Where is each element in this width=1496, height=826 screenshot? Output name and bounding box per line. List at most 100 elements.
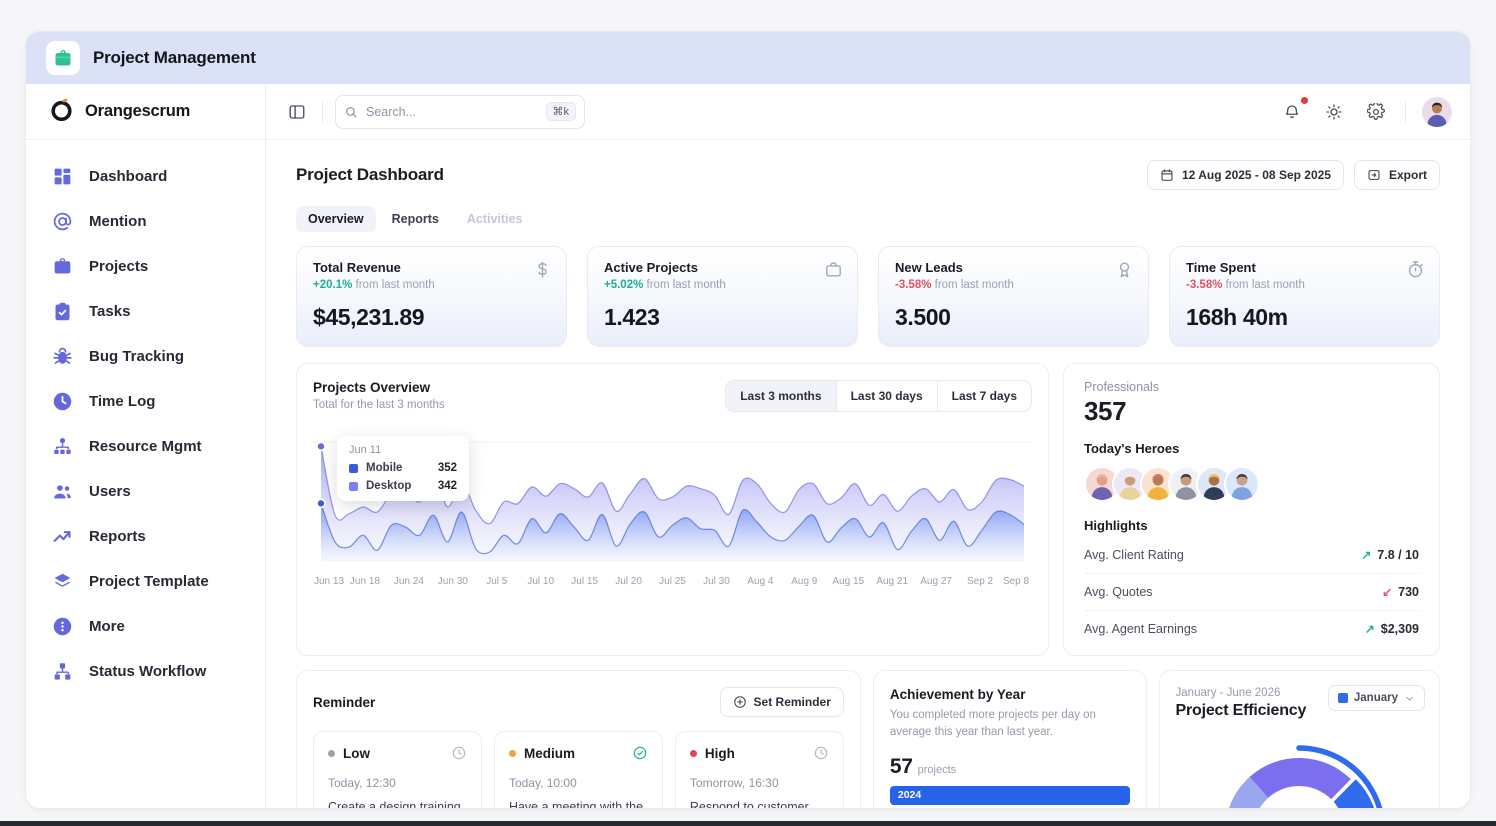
sidebar-item-more[interactable]: More	[26, 604, 265, 649]
workflow-icon	[52, 661, 73, 682]
professionals-card: Professionals 357 Today's Heroes Highlig…	[1063, 363, 1440, 656]
tooltip-series-name: Mobile	[366, 462, 402, 474]
sidebar-item-label: Mention	[89, 213, 147, 230]
timer-icon	[1406, 260, 1425, 279]
set-reminder-button[interactable]: Set Reminder	[720, 687, 844, 717]
x-axis-tick: Jun 18	[350, 576, 380, 587]
search-input[interactable]: Search... ⌘k	[335, 95, 585, 129]
sidebar-item-time-log[interactable]: Time Log	[26, 379, 265, 424]
highlight-row-quotes: Avg. Quotes ↙730	[1084, 574, 1419, 611]
export-button[interactable]: Export	[1354, 160, 1440, 190]
theme-toggle-button[interactable]	[1321, 99, 1347, 125]
tab-reports[interactable]: Reports	[380, 206, 451, 232]
stat-value: 168h 40m	[1186, 304, 1423, 331]
sidebar-item-projects[interactable]: Projects	[26, 244, 265, 289]
sidebar-item-users[interactable]: Users	[26, 469, 265, 514]
sidebar-item-status-workflow[interactable]: Status Workflow	[26, 649, 265, 694]
highlight-label: Avg. Client Rating	[1084, 548, 1184, 562]
bug-icon	[52, 346, 73, 367]
stat-cards: Total Revenue +20.1% from last month $45…	[296, 246, 1440, 347]
highlight-value: 7.8 / 10	[1377, 548, 1419, 562]
year-bar-label: 2024	[898, 789, 921, 801]
x-axis-tick: Aug 15	[832, 576, 864, 587]
screen-bottom-edge	[0, 821, 1496, 826]
sidebar-item-label: Projects	[89, 258, 148, 275]
stat-title: New Leads	[895, 260, 1132, 275]
highlight-label: Avg. Agent Earnings	[1084, 622, 1197, 636]
reminder-title: Reminder	[313, 695, 375, 710]
sidebar-item-reports[interactable]: Reports	[26, 514, 265, 559]
dashboard-icon	[52, 166, 73, 187]
check-circle-icon	[632, 745, 648, 761]
priority-label: Medium	[524, 746, 575, 761]
x-axis-tick: Jul 10	[527, 576, 554, 587]
notification-dot	[1301, 97, 1308, 104]
sun-icon	[1325, 103, 1343, 121]
stat-card-time-spent: Time Spent -3.58% from last month 168h 4…	[1169, 246, 1440, 347]
range-last-7-days[interactable]: Last 7 days	[937, 381, 1031, 411]
sidebar-item-project-template[interactable]: Project Template	[26, 559, 265, 604]
clock-status-icon	[813, 745, 829, 761]
app-header-band: Project Management	[26, 32, 1470, 84]
reminder-text: Create a design training for beginners.	[328, 798, 467, 808]
sidebar-toggle-button[interactable]	[284, 99, 310, 125]
chevron-down-icon	[1404, 693, 1415, 704]
x-axis-tick: Jul 30	[703, 576, 730, 587]
notifications-button[interactable]	[1279, 99, 1305, 125]
tab-activities[interactable]: Activities	[455, 206, 535, 232]
dashboard-content: Project Dashboard 12 Aug 2025 - 08 Sep 2…	[266, 140, 1470, 808]
projects-overview-card: Projects Overview Total for the last 3 m…	[296, 363, 1049, 656]
range-button-group: Last 3 months Last 30 days Last 7 days	[725, 380, 1032, 412]
reminder-item-low[interactable]: Low Today, 12:30 Create a design trainin…	[313, 731, 482, 808]
chart-title: Projects Overview	[313, 380, 445, 395]
page-title: Project Dashboard	[296, 165, 444, 185]
tab-overview[interactable]: Overview	[296, 206, 376, 232]
sidebar-item-bug-tracking[interactable]: Bug Tracking	[26, 334, 265, 379]
sidebar-item-label: More	[89, 618, 125, 635]
x-axis-tick: Jul 25	[659, 576, 686, 587]
stat-note: from last month	[352, 279, 434, 291]
projects-overview-chart[interactable]: Jun 11 Mobile 352 Desktop 342	[313, 432, 1032, 590]
tooltip-series-value: 352	[438, 462, 457, 474]
dashboard-tabs: Overview Reports Activities	[296, 206, 1440, 232]
brand-logo[interactable]: Orangescrum	[26, 84, 265, 140]
year-bar-2024: 2024	[890, 786, 1130, 805]
clock-icon	[52, 391, 73, 412]
reminder-item-medium[interactable]: Medium Today, 10:00 Have a meeting with …	[494, 731, 663, 808]
achievement-subtitle: You completed more projects per day on a…	[890, 707, 1130, 742]
reminder-text: Respond to customer support emails.	[690, 798, 829, 808]
stat-title: Time Spent	[1186, 260, 1423, 275]
professionals-label: Professionals	[1084, 380, 1419, 394]
professionals-count: 357	[1084, 396, 1419, 427]
orangescrum-logo-icon	[48, 96, 75, 128]
briefcase-icon	[52, 256, 73, 277]
set-reminder-label: Set Reminder	[754, 695, 831, 709]
sidebar: Orangescrum Dashboard Mention Projects T…	[26, 84, 266, 808]
x-axis-tick: Aug 9	[791, 576, 818, 587]
sidebar-item-resource-mgmt[interactable]: Resource Mgmt	[26, 424, 265, 469]
hierarchy-icon	[52, 436, 73, 457]
range-last-30-days[interactable]: Last 30 days	[836, 381, 937, 411]
highlight-row-client-rating: Avg. Client Rating ↗ 7.8 / 10	[1084, 537, 1419, 574]
briefcase-outline-icon	[824, 260, 843, 279]
stat-delta: +20.1%	[313, 279, 352, 291]
range-last-3-months[interactable]: Last 3 months	[726, 381, 835, 411]
x-axis-tick: Aug 27	[920, 576, 952, 587]
sidebar-item-tasks[interactable]: Tasks	[26, 289, 265, 334]
x-axis-tick: Jul 5	[486, 576, 508, 587]
achievement-unit: projects	[918, 764, 957, 776]
trend-up-arrow-icon: ↗	[1361, 548, 1371, 562]
chart-tooltip: Jun 11 Mobile 352 Desktop 342	[337, 436, 469, 501]
export-label: Export	[1389, 168, 1427, 182]
sidebar-item-dashboard[interactable]: Dashboard	[26, 154, 265, 199]
user-avatar[interactable]	[1422, 97, 1452, 127]
settings-button[interactable]	[1363, 99, 1389, 125]
priority-dot	[509, 750, 516, 757]
stat-card-active-projects: Active Projects +5.02% from last month 1…	[587, 246, 858, 347]
date-range-picker[interactable]: 12 Aug 2025 - 08 Sep 2025	[1147, 160, 1344, 190]
reminder-card: Reminder Set Reminder Low	[296, 670, 861, 808]
sidebar-item-mention[interactable]: Mention	[26, 199, 265, 244]
sidebar-item-label: Project Template	[89, 573, 209, 590]
month-select[interactable]: January	[1328, 685, 1425, 711]
reminder-item-high[interactable]: High Tomorrow, 16:30 Respond to customer…	[675, 731, 844, 808]
